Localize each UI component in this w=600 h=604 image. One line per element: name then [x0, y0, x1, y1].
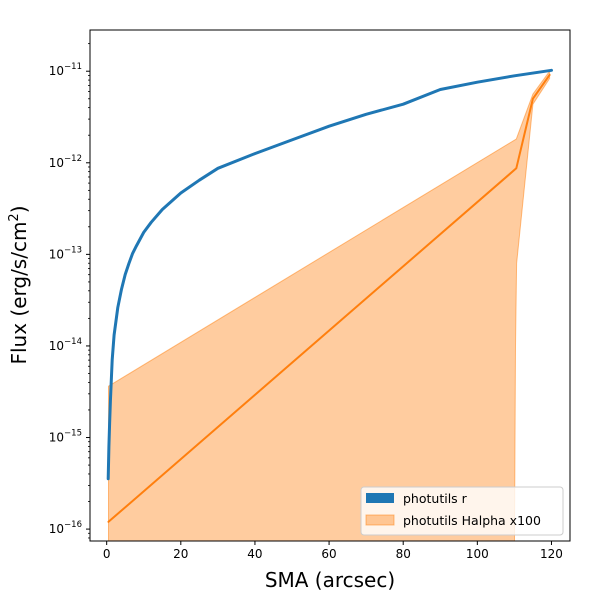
y-tick-label: 10−11	[49, 62, 82, 78]
y-tick-exponent: −15	[64, 429, 82, 439]
y-axis-label-sup: 2	[7, 213, 22, 221]
y-tick-exponent: −11	[64, 62, 82, 72]
legend-label-halpha: photutils Halpha x100	[403, 513, 541, 528]
y-tick-base: 10	[49, 64, 64, 78]
series-line-halpha	[107, 73, 551, 523]
y-tick-base: 10	[49, 522, 64, 536]
y-axis-label-main: Flux (erg/s/cm	[7, 222, 31, 365]
y-tick-exponent: −16	[64, 520, 82, 530]
x-tick-label: 20	[173, 547, 188, 561]
y-axis-label-tail: )	[7, 205, 31, 213]
x-tick-label: 120	[540, 547, 563, 561]
x-tick-label: 80	[396, 547, 411, 561]
x-tick-label: 0	[103, 547, 111, 561]
plot-area	[106, 68, 553, 541]
y-tick-label: 10−16	[49, 520, 82, 536]
legend: photutils r photutils Halpha x100	[360, 486, 564, 536]
y-tick-base: 10	[49, 431, 64, 445]
y-tick-exponent: −12	[64, 154, 82, 164]
y-tick-base: 10	[49, 339, 64, 353]
legend-frame	[360, 486, 564, 536]
x-tick-label: 100	[466, 547, 489, 561]
y-tick-base: 10	[49, 156, 64, 170]
series-line-r	[106, 68, 553, 481]
axes-frame	[89, 29, 571, 542]
halpha-uncertainty-band	[108, 69, 551, 541]
x-tick-label: 40	[247, 547, 262, 561]
y-tick-label: 10−15	[49, 429, 82, 445]
axes: 0 20 40 60 80 100 12010−1610−1510−1410−1310−12…	[49, 29, 571, 561]
y-tick-exponent: −14	[64, 337, 82, 347]
y-tick-base: 10	[49, 247, 64, 261]
y-tick-exponent: −13	[64, 245, 82, 255]
y-tick-label: 10−14	[49, 337, 82, 353]
legend-swatch-halpha	[365, 514, 395, 526]
legend-swatch-r	[366, 493, 394, 503]
legend-label-r: photutils r	[403, 491, 468, 506]
y-tick-label: 10−13	[49, 245, 82, 261]
y-tick-label: 10−12	[49, 154, 82, 170]
y-axis-label: Flux (erg/s/cm2)	[7, 205, 31, 364]
x-tick-label: 60	[321, 547, 336, 561]
x-axis-label: SMA (arcsec)	[265, 568, 395, 592]
